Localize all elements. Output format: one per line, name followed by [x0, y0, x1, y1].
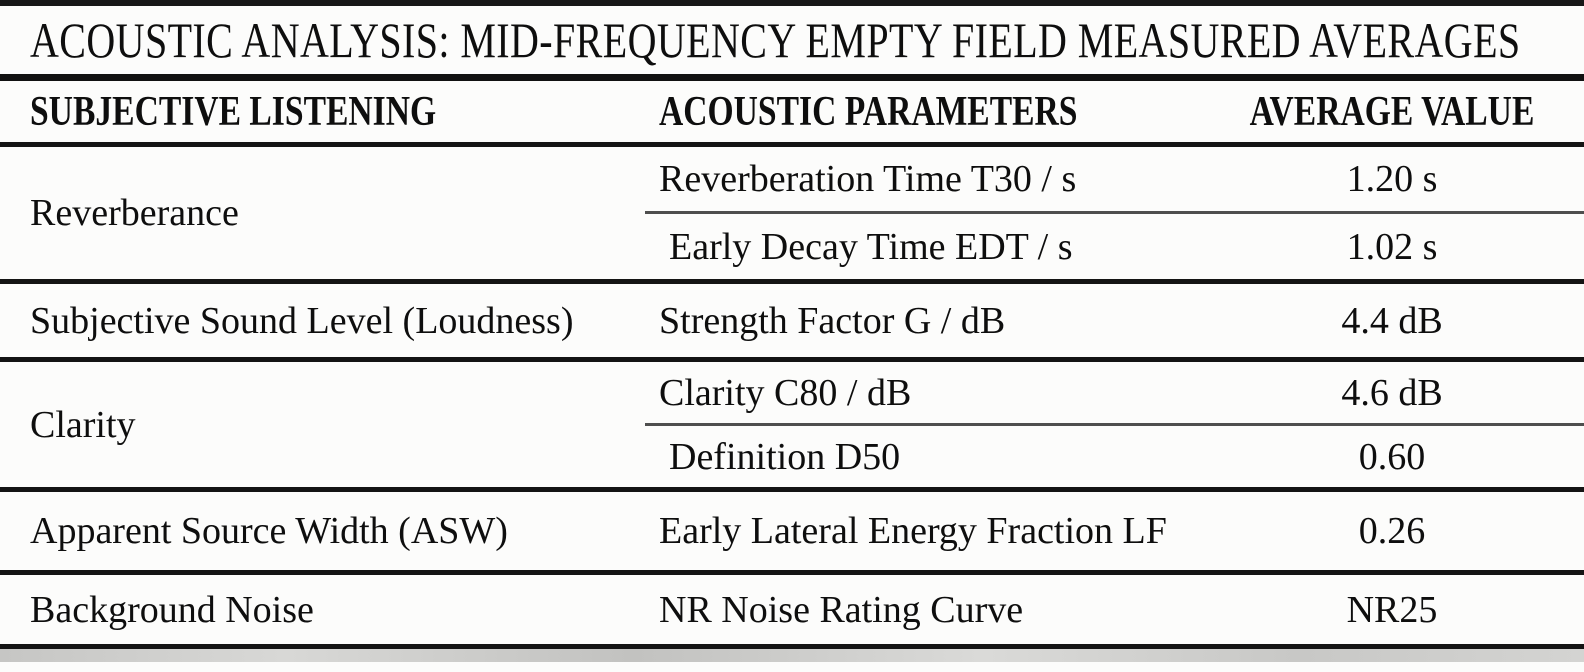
group-subrows: Strength Factor G / dB 4.4 dB	[655, 284, 1584, 357]
parameter-label: Definition D50	[669, 435, 901, 478]
listening-label: Subjective Sound Level (Loudness)	[30, 299, 574, 342]
group-subrows: Reverberation Time T30 / s 1.20 s Early …	[645, 147, 1584, 279]
value-label: 0.60	[1358, 435, 1426, 478]
table-row: Reverberation Time T30 / s 1.20 s	[655, 147, 1584, 211]
listening-label: Background Noise	[30, 588, 314, 631]
scan-artifact-bottom-bar	[0, 649, 1584, 662]
table-group-loudness: Subjective Sound Level (Loudness) Streng…	[0, 284, 1584, 362]
scan-artifact-top-bar	[0, 0, 1584, 6]
table-group-background-noise: Background Noise NR Noise Rating Curve N…	[0, 575, 1584, 649]
column-header-average-value: AVERAGE VALUE	[1249, 88, 1535, 135]
group-subrows: NR Noise Rating Curve NR25	[655, 575, 1584, 644]
listening-cell-clarity: Clarity	[0, 362, 655, 487]
listening-label: Clarity	[30, 403, 136, 446]
parameter-label: Clarity C80 / dB	[659, 371, 912, 414]
group-subrows: Clarity C80 / dB 4.6 dB Definition D50 0…	[645, 362, 1584, 487]
listening-cell-background-noise: Background Noise	[0, 575, 655, 644]
table-header-row: SUBJECTIVE LISTENING ACOUSTIC PARAMETERS…	[0, 81, 1584, 147]
table-group-asw: Apparent Source Width (ASW) Early Latera…	[0, 492, 1584, 575]
table-group-reverberance: Reverberance Reverberation Time T30 / s …	[0, 147, 1584, 284]
value-label: 1.20 s	[1346, 158, 1438, 200]
value-label: 4.6 dB	[1341, 371, 1443, 414]
header-cell-subjective-listening: SUBJECTIVE LISTENING	[0, 88, 655, 136]
group-subrows: Early Lateral Energy Fraction LF 0.26	[655, 492, 1584, 570]
parameter-label: Early Lateral Energy Fraction LF	[659, 510, 1167, 552]
parameter-label: Strength Factor G / dB	[659, 299, 1006, 342]
value-label: 4.4 dB	[1341, 299, 1443, 342]
listening-cell-loudness: Subjective Sound Level (Loudness)	[0, 284, 655, 357]
listening-label: Reverberance	[30, 192, 239, 234]
table-row: Strength Factor G / dB 4.4 dB	[655, 284, 1584, 357]
table-title: ACOUSTIC ANALYSIS: MID-FREQUENCY EMPTY F…	[30, 12, 1521, 68]
column-header-acoustic-parameters: ACOUSTIC PARAMETERS	[659, 88, 1078, 135]
table-row: Early Lateral Energy Fraction LF 0.26	[655, 492, 1584, 570]
parameter-label: Early Decay Time EDT / s	[669, 225, 1073, 268]
parameter-label: NR Noise Rating Curve	[659, 588, 1024, 631]
value-label: NR25	[1346, 588, 1438, 631]
table-row: NR Noise Rating Curve NR25	[655, 575, 1584, 644]
listening-cell-reverberance: Reverberance	[0, 147, 655, 279]
listening-cell-asw: Apparent Source Width (ASW)	[0, 492, 655, 570]
listening-label: Apparent Source Width (ASW)	[30, 510, 508, 552]
header-cell-average-value: AVERAGE VALUE	[1180, 88, 1584, 136]
column-header-subjective-listening: SUBJECTIVE LISTENING	[30, 88, 437, 135]
header-cell-acoustic-parameters: ACOUSTIC PARAMETERS	[655, 88, 1180, 136]
table-title-row: ACOUSTIC ANALYSIS: MID-FREQUENCY EMPTY F…	[0, 6, 1584, 81]
table-row: Clarity C80 / dB 4.6 dB	[655, 362, 1584, 423]
table-group-clarity: Clarity Clarity C80 / dB 4.6 dB Definiti…	[0, 362, 1584, 492]
value-label: 1.02 s	[1346, 225, 1438, 268]
table-row: Early Decay Time EDT / s 1.02 s	[645, 211, 1584, 279]
table-row: Definition D50 0.60	[645, 423, 1584, 487]
value-label: 0.26	[1358, 510, 1426, 552]
parameter-label: Reverberation Time T30 / s	[659, 158, 1077, 200]
